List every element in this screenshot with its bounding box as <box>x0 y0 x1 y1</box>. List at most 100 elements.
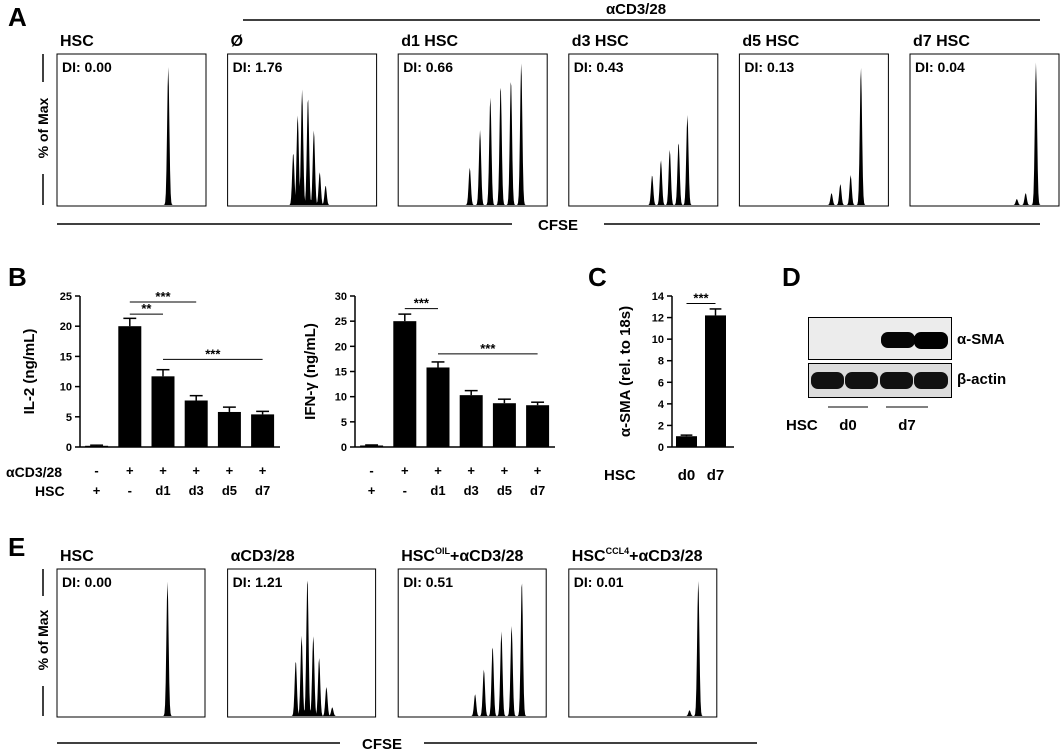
panel-b0-ytick-label-1: 5 <box>66 412 72 424</box>
panel-b1-ytick-label-3: 15 <box>335 367 347 379</box>
panel-c-ytick-label-6: 12 <box>652 313 664 325</box>
panel-c-ytick-label-3: 6 <box>658 377 664 389</box>
panel-e-title-main-3: HSC <box>572 548 606 565</box>
panel-c-ylabel: α-SMA (rel. to 18s) <box>617 306 634 437</box>
panel-a-box-4 <box>738 53 889 207</box>
panel-e-box-3 <box>568 568 718 718</box>
blot-band-label-alpha-sma: α-SMA <box>957 331 1005 348</box>
panel-c-ytick-label-1: 2 <box>658 420 664 432</box>
panel-b1-row1-5: + <box>534 463 542 478</box>
panel-e-title-main-0: HSC <box>60 548 94 565</box>
panel-b1-ytick-label-5: 25 <box>335 316 347 328</box>
panel-e-ylabel: % of Max <box>35 609 51 670</box>
panel-e-di-2: DI: 0.51 <box>403 574 453 590</box>
panel-e-di-3: DI: 0.01 <box>574 574 624 590</box>
panel-a-histogram-0 <box>58 67 205 205</box>
panel-a-title-main-4: d5 HSC <box>742 33 799 50</box>
panel-a-box-0 <box>56 53 207 207</box>
panel-b0-bar-0 <box>85 445 109 447</box>
panel-e-histogram-3 <box>569 581 716 716</box>
panel-a-histogram-4 <box>740 67 888 205</box>
panel-a-histogram-1 <box>228 89 376 205</box>
panel-b0-ytick-label-5: 25 <box>60 291 72 303</box>
panel-c-ytick-label-0: 0 <box>658 442 664 454</box>
panel-b0-row1-5: + <box>259 463 267 478</box>
panel-a-di-2: DI: 0.66 <box>403 59 453 75</box>
panel-b1-row2-0: + <box>368 483 376 498</box>
panel-b1-row2-4: d5 <box>497 483 512 498</box>
panel-a-di-4: DI: 0.13 <box>744 59 794 75</box>
panel-a-title-main-5: d7 HSC <box>913 33 970 50</box>
panel-a-ylabel: % of Max <box>35 97 51 158</box>
blot-strip-beta-actin <box>808 363 952 398</box>
panel-e-title-main-1: αCD3/28 <box>231 548 295 565</box>
panel-b1-bar-5 <box>526 405 550 447</box>
panel-b1-bar-3 <box>459 395 483 447</box>
panel-letter-b: B <box>8 262 27 292</box>
panel-c-ytick-label-2: 4 <box>658 399 665 411</box>
panel-letter-c: C <box>588 262 607 292</box>
panel-a-di-1: DI: 1.76 <box>233 59 283 75</box>
panel-e-title-3: HSCCCL4+αCD3/28 <box>572 546 703 565</box>
blot-band-actin-lane4 <box>914 372 948 389</box>
panel-b1-ytick-label-2: 10 <box>335 392 347 404</box>
panel-e-xlabel: CFSE <box>362 736 402 753</box>
panel-b1-bar-0 <box>360 445 384 447</box>
panel-e-title-tail-3: +αCD3/28 <box>629 548 703 565</box>
panel-e-title-1: αCD3/28 <box>231 548 295 565</box>
panel-b1-row2-2: d1 <box>430 483 445 498</box>
panel-letter-e: E <box>8 532 25 562</box>
panel-e-title-tail-2: +αCD3/28 <box>450 548 524 565</box>
blot-group-d0: d0 <box>839 417 857 434</box>
panel-a-di-3: DI: 0.43 <box>574 59 624 75</box>
panel-e-title-main-2: HSC <box>401 548 435 565</box>
panel-c-category-0: d0 <box>678 467 696 484</box>
panel-b1-row1-4: + <box>501 463 509 478</box>
blot-band-actin-lane1 <box>811 372 844 389</box>
panel-e-title-0: HSC <box>60 548 94 565</box>
panel-e-histogram-0 <box>58 581 204 716</box>
alpha-sma-bar-chart: 0 2 4 6 8 10 12 14 α-SMA (rel. to 18s) *** d0 d7 <box>617 291 734 484</box>
panel-a-title-4: d5 HSC <box>742 33 799 50</box>
panel-a-di-0: DI: 0.00 <box>62 59 112 75</box>
panel-a-title-3: d3 HSC <box>572 33 629 50</box>
panel-b0-row2-5: d7 <box>255 483 270 498</box>
panel-c-ytick-label-7: 14 <box>652 291 665 303</box>
panel-b0-ytick-label-0: 0 <box>66 442 72 454</box>
panel-b0-bar-2 <box>151 376 175 447</box>
panel-b1-row1-3: + <box>467 463 475 478</box>
panel-b-row-label-acd3: αCD3/28 <box>6 464 62 480</box>
panel-b0-row2-4: d5 <box>222 483 237 498</box>
panel-a-title-0: HSC <box>60 33 94 50</box>
panel-a-box-1 <box>227 53 378 207</box>
panel-c-ytick-label-5: 10 <box>652 334 664 346</box>
blot-band-d7-lane1 <box>881 332 915 348</box>
panel-a-histogram-2 <box>399 63 547 205</box>
panel-letter-a: A <box>8 2 27 32</box>
panel-b1-ytick-label-6: 30 <box>335 291 347 303</box>
panel-b0-ytick-label-2: 10 <box>60 382 72 394</box>
panel-a-box-3 <box>568 53 719 207</box>
panel-b1-row1-2: + <box>434 463 442 478</box>
panel-b0-row2-1: - <box>128 483 132 498</box>
panel-e-box-1 <box>227 568 377 718</box>
panel-c-category-1: d7 <box>707 467 725 484</box>
panel-a-title-2: d1 HSC <box>401 33 458 50</box>
blot-band-label-beta-actin: β-actin <box>957 371 1006 388</box>
panel-b0-ytick-label-3: 15 <box>60 351 72 363</box>
panel-a-group-label: αCD3/28 <box>606 1 666 18</box>
panel-b0-ytick-label-4: 20 <box>60 321 72 333</box>
panel-b1-ytick-label-0: 0 <box>341 442 347 454</box>
panel-b0-bar-5 <box>251 414 275 447</box>
blot-band-actin-lane2 <box>845 372 878 389</box>
panel-letter-d: D <box>782 262 801 292</box>
panel-b0-ylabel: IL-2 (ng/mL) <box>21 329 38 415</box>
panel-b-row-label-hsc: HSC <box>35 483 65 499</box>
blot-band-d7-lane2 <box>914 332 948 349</box>
panel-b0-row1-3: + <box>192 463 200 478</box>
panel-b1-bar-1 <box>393 321 417 447</box>
panel-a-title-main-1: Ø <box>231 33 243 50</box>
